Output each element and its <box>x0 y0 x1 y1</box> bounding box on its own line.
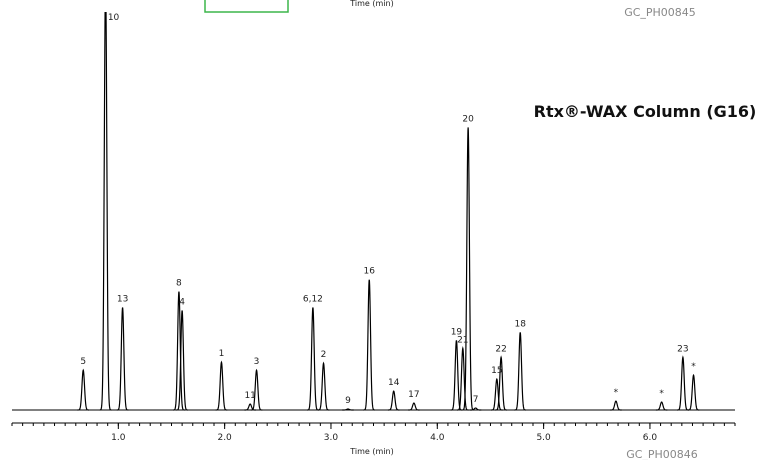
peak <box>173 291 185 411</box>
peak-label: 2 <box>321 350 327 360</box>
x-tick-label: 6.0 <box>643 433 658 443</box>
peak <box>450 340 463 411</box>
peak <box>462 127 474 411</box>
peak <box>363 279 375 411</box>
peak-label: 21 <box>457 335 468 345</box>
peak <box>307 307 319 411</box>
peak-label: 8 <box>176 279 182 289</box>
peak <box>99 12 112 411</box>
x-tick-label: 2.0 <box>217 433 232 443</box>
peak <box>610 400 622 411</box>
legend-box <box>204 0 289 13</box>
peak-label: * <box>614 388 619 398</box>
peak-label: 10 <box>108 13 120 23</box>
peak-label: 5 <box>80 357 86 367</box>
code-label: GC_PH00846 <box>626 448 698 460</box>
chart-title: Rtx®-WAX Column (G16) <box>534 102 757 121</box>
peak <box>677 355 689 411</box>
peak <box>514 332 527 411</box>
peak <box>116 307 129 411</box>
peak <box>408 402 420 411</box>
x-tick-label: 3.0 <box>324 433 339 443</box>
x-tick-label: 1.0 <box>111 433 126 443</box>
peak <box>244 403 256 411</box>
peak-label: 6,12 <box>303 295 323 305</box>
peak <box>655 401 668 411</box>
peak-label: 4 <box>179 298 185 308</box>
peak <box>491 377 503 411</box>
peak-label: 17 <box>408 390 419 400</box>
peak-label: 7 <box>473 395 479 405</box>
peak <box>215 360 228 411</box>
peak-label: 13 <box>117 295 128 305</box>
peak-label: 20 <box>462 114 474 124</box>
peak <box>77 368 89 411</box>
x-tick-label: 5.0 <box>536 433 551 443</box>
x-axis-label: Time (min) <box>349 447 393 456</box>
peak-label: 18 <box>514 319 526 329</box>
peak <box>176 310 188 411</box>
peak-label: * <box>691 362 696 372</box>
code-label: GC_PH00845 <box>624 6 696 19</box>
peak <box>687 373 700 411</box>
peak-label: 11 <box>244 391 255 401</box>
peak <box>469 407 482 411</box>
peak <box>457 346 469 411</box>
peak-label: * <box>659 389 664 399</box>
trace <box>12 12 735 411</box>
peak-label: 9 <box>345 396 351 406</box>
peak <box>250 368 263 411</box>
peak-label: 23 <box>677 344 688 354</box>
peak-label: 14 <box>388 378 400 388</box>
peak-label: 3 <box>254 357 260 367</box>
peak-label: 15 <box>491 366 502 376</box>
peak-label: 19 <box>451 327 463 337</box>
x-tick-label: 4.0 <box>430 433 445 443</box>
peak <box>342 408 354 411</box>
peak <box>387 390 400 411</box>
peak <box>317 361 330 411</box>
peak-label: 22 <box>495 344 506 354</box>
top-axis-label: Time (min) <box>349 0 393 8</box>
peak <box>495 355 507 411</box>
peak-label: 1 <box>219 349 225 359</box>
peak-label: 16 <box>364 267 376 277</box>
